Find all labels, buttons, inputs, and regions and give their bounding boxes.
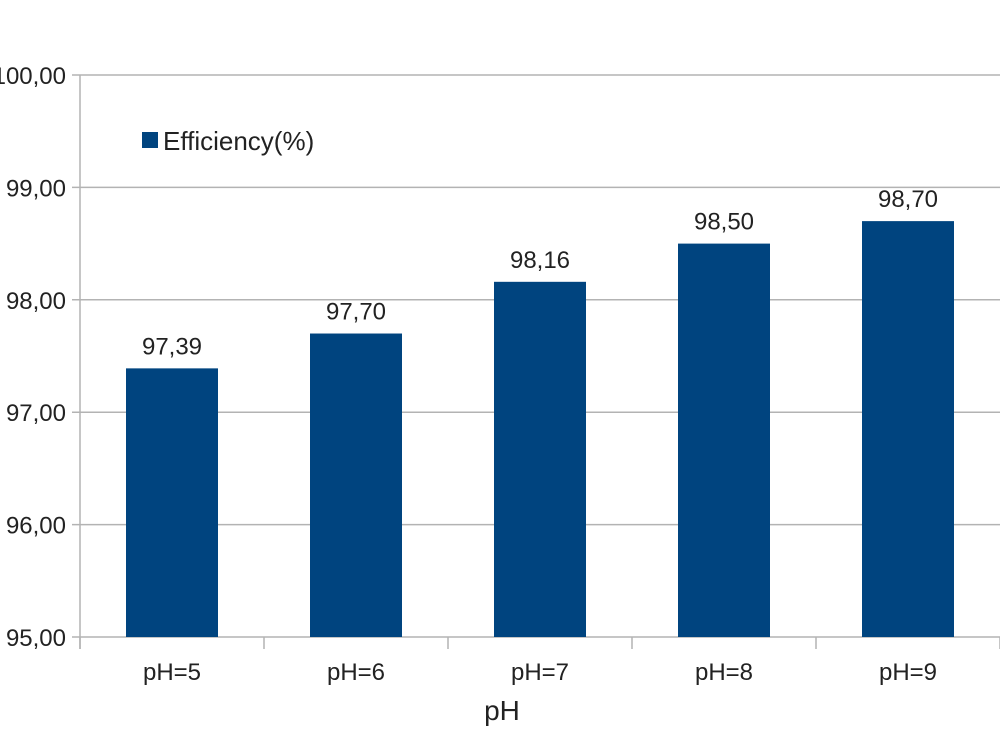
data-label: 98,50	[694, 209, 754, 236]
bar	[494, 281, 586, 637]
y-tick-label: 100,00	[0, 63, 66, 90]
x-tick-label: pH=7	[511, 659, 569, 686]
data-label: 98,70	[878, 186, 938, 213]
x-tick-label: pH=5	[143, 659, 201, 686]
data-label: 97,39	[142, 333, 202, 360]
x-tick-label: pH=8	[695, 659, 753, 686]
x-tick-label: pH=6	[327, 659, 385, 686]
y-tick-label: 96,00	[6, 513, 66, 540]
data-label: 98,16	[510, 247, 570, 274]
bars	[126, 221, 954, 637]
legend-label: Efficiency(%)	[163, 126, 314, 156]
data-labels: 97,39 97,70 98,16 98,50 98,70	[142, 186, 938, 360]
legend: Efficiency(%)	[142, 126, 314, 156]
bar	[678, 243, 770, 637]
x-tick-label: pH=9	[879, 659, 937, 686]
bar	[862, 221, 954, 637]
data-label: 97,70	[326, 299, 386, 326]
legend-swatch	[142, 132, 158, 148]
axes: 95,00 96,00 97,00 98,00 99,00 100,00 pH=5 pH=6 p…	[0, 63, 1000, 686]
x-axis-title: pH	[484, 695, 520, 726]
bar	[310, 333, 402, 637]
y-tick-label: 95,00	[6, 625, 66, 652]
y-tick-label: 99,00	[6, 175, 66, 202]
y-tick-label: 98,00	[6, 288, 66, 315]
bar	[126, 368, 218, 637]
y-tick-label: 97,00	[6, 400, 66, 427]
